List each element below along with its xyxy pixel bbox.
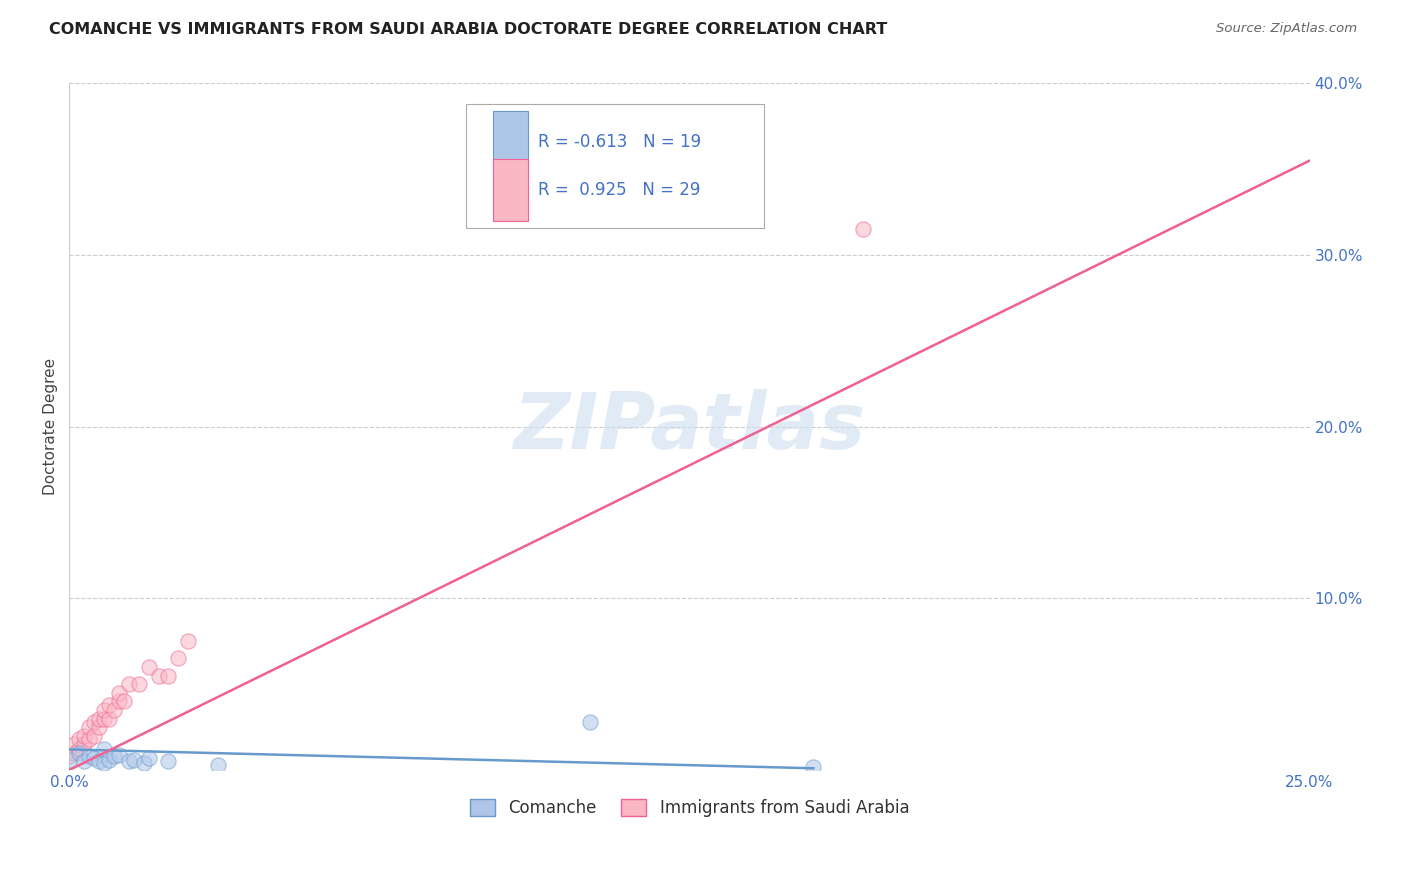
Point [852,222,875,236]
Point [83,714,105,729]
Text: COMANCHE VS IMMIGRANTS FROM SAUDI ARABIA DOCTORATE DEGREE CORRELATION CHART: COMANCHE VS IMMIGRANTS FROM SAUDI ARABIA… [49,22,887,37]
Point [97,711,120,725]
Point [63,737,86,751]
Point [67,746,90,760]
Point [167,651,190,665]
Point [118,677,141,691]
Point [93,703,115,717]
Point [67,742,90,756]
Text: ZIPatlas: ZIPatlas [513,389,866,465]
Point [103,703,125,717]
Point [103,749,125,764]
Point [157,668,180,682]
Point [77,720,100,734]
Point [177,634,200,648]
Point [132,756,155,771]
Point [87,755,110,769]
Point [83,729,105,743]
Point [128,677,150,691]
Point [97,753,120,767]
Point [579,714,602,729]
Point [97,698,120,712]
Point [77,732,100,747]
Text: R =  0.925   N = 29: R = 0.925 N = 29 [538,181,700,199]
FancyBboxPatch shape [494,159,529,221]
Point [73,729,96,743]
Point [112,694,135,708]
Text: Source: ZipAtlas.com: Source: ZipAtlas.com [1216,22,1357,36]
Point [138,660,160,674]
Point [77,749,100,764]
Point [58,749,80,764]
Point [67,732,90,747]
Point [73,755,96,769]
Point [87,720,110,734]
Text: R = -0.613   N = 19: R = -0.613 N = 19 [538,133,702,151]
Point [108,686,131,700]
Legend: Comanche, Immigrants from Saudi Arabia: Comanche, Immigrants from Saudi Arabia [463,792,915,823]
Point [93,756,115,771]
Point [138,751,160,765]
Point [93,711,115,725]
Point [83,751,105,765]
Point [63,746,86,760]
Y-axis label: Doctorate Degree: Doctorate Degree [44,359,58,495]
Point [118,755,141,769]
Point [157,755,180,769]
Point [207,757,229,772]
Point [803,759,825,773]
Point [87,711,110,725]
Point [93,742,115,756]
FancyBboxPatch shape [467,104,763,227]
Point [148,668,170,682]
FancyBboxPatch shape [494,111,529,172]
Point [122,753,145,767]
Point [108,747,131,762]
Point [73,737,96,751]
Point [58,753,80,767]
Point [108,694,131,708]
